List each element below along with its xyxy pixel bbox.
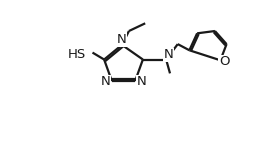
Text: N: N — [164, 48, 173, 61]
Text: N: N — [117, 33, 127, 46]
Text: N: N — [101, 75, 111, 88]
Text: HS: HS — [68, 48, 86, 61]
Text: N: N — [136, 75, 146, 88]
Text: O: O — [219, 55, 230, 68]
